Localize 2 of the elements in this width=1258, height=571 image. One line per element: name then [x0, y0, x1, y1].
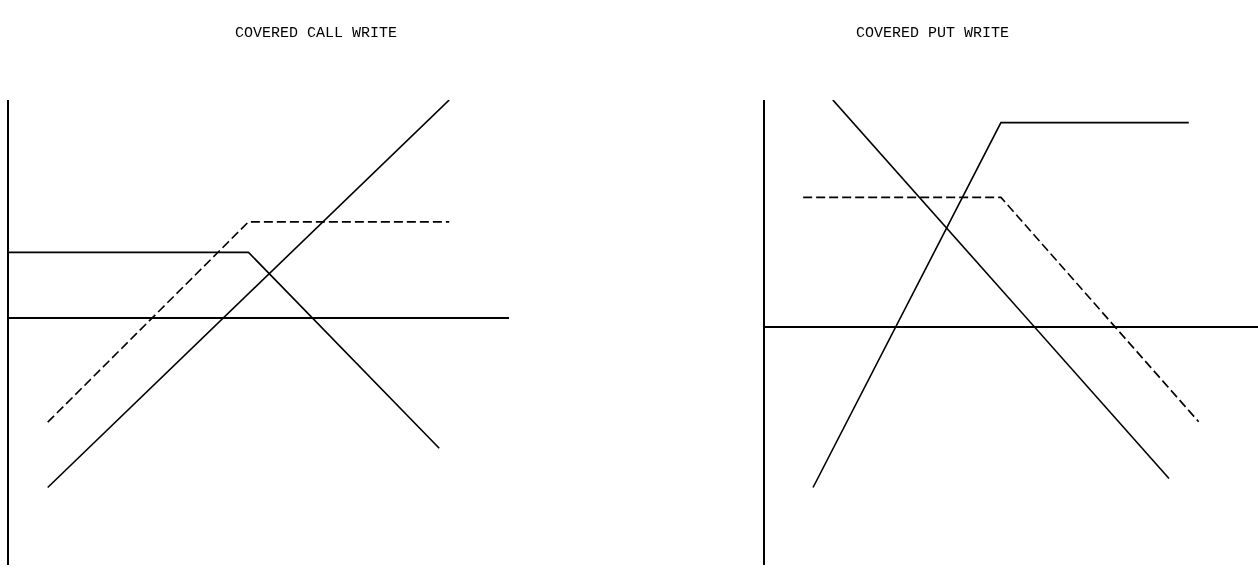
chart-title: COVERED PUT WRITE	[856, 25, 1010, 42]
chart-title: COVERED CALL WRITE	[235, 25, 398, 42]
